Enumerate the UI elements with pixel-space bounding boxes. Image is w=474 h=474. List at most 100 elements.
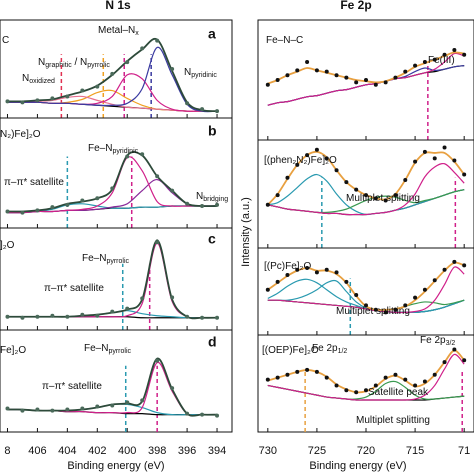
data-point: [285, 73, 290, 78]
annotation: Satellite peak: [368, 387, 429, 398]
data-point: [185, 411, 190, 416]
annotation: Metal–Nx: [98, 25, 139, 37]
data-point: [35, 314, 40, 319]
annotation-text: Fe(III): [428, 55, 455, 66]
data-point: [452, 158, 457, 163]
annotation-text: Fe–N: [84, 343, 108, 354]
data-point: [422, 60, 427, 64]
annotation-text: π–π* satellite: [4, 177, 64, 188]
annotation-text: ]₂O: [0, 240, 15, 251]
data-point: [5, 209, 10, 214]
data-point: [170, 188, 175, 193]
data-point: [185, 314, 190, 319]
data-point: [5, 99, 10, 104]
column-title: Fe 2p: [340, 0, 371, 12]
annotation: π–π* satellite: [44, 283, 104, 294]
annotation: N₂)Fe]₂O: [0, 129, 41, 140]
y-axis-label: Intensity (a.u.): [240, 197, 252, 267]
spectrum-curve: [267, 353, 465, 401]
data-point: [324, 267, 329, 272]
data-point: [442, 360, 447, 365]
data-point: [403, 377, 408, 382]
data-point: [170, 295, 175, 300]
data-point: [324, 375, 329, 380]
data-point: [20, 315, 25, 320]
annotation: Fe(III): [428, 55, 455, 66]
data-point: [155, 174, 160, 179]
data-point: [422, 287, 427, 292]
data-point: [275, 279, 280, 284]
x-axis-label: Binding energy (eV): [67, 460, 164, 472]
spectrum-curve: [7, 362, 218, 417]
data-point: [80, 88, 85, 93]
data-point: [442, 52, 447, 57]
data-point: [265, 202, 270, 207]
panel-letter: b: [208, 123, 217, 139]
annotation-subscript: 1/2: [338, 348, 348, 355]
data-point: [305, 266, 310, 271]
data-point: [462, 263, 467, 268]
data-point: [140, 152, 145, 157]
annotation: Fe]₂O: [0, 345, 26, 356]
data-point: [452, 259, 457, 264]
data-point: [200, 315, 205, 320]
annotation-subscript: pyridinic: [191, 72, 217, 79]
panel-letter: a: [208, 26, 216, 42]
data-point: [344, 388, 349, 393]
data-point: [295, 369, 300, 374]
data-point: [35, 407, 40, 412]
annotation-text: [(phen₂N₂)Fe]₂O: [264, 155, 337, 166]
data-point: [275, 375, 280, 380]
data-point: [170, 67, 175, 71]
annotation-text: Multiplet splitting: [346, 193, 420, 204]
data-point: [95, 313, 100, 318]
data-point: [364, 193, 368, 198]
annotation: Noxidized: [22, 73, 55, 85]
data-point: [295, 68, 300, 73]
data-point: [185, 201, 190, 206]
data-point: [432, 57, 437, 62]
data-point: [334, 73, 339, 78]
data-point: [383, 80, 388, 85]
data-point: [452, 347, 457, 352]
annotation-text: Fe–N: [82, 253, 106, 264]
annotation: [(Pc)Fe]₂O: [264, 261, 311, 272]
annotation-text: N: [196, 191, 203, 202]
annotation: Fe 2p1/2: [312, 343, 347, 355]
data-point: [383, 310, 388, 315]
x-tick-label: 400: [118, 445, 136, 457]
data-point: [305, 367, 310, 372]
data-point: [373, 383, 378, 388]
data-point: [110, 186, 115, 191]
annotation: Fe–Npyridinic: [88, 143, 139, 155]
spectrum-curve: [267, 384, 465, 401]
data-point: [275, 78, 280, 82]
spectrum-curve: [7, 242, 218, 319]
data-point: [110, 71, 115, 76]
annotation-text: N: [38, 57, 45, 68]
x-tick-label: 394: [208, 445, 226, 457]
data-point: [403, 177, 408, 182]
spectrum-curve: [267, 266, 465, 314]
annotation: Nbridging: [196, 191, 228, 203]
x-tick-label: 8: [4, 445, 10, 457]
data-point: [354, 292, 359, 297]
data-point: [285, 175, 290, 180]
data-point: [422, 379, 427, 384]
data-point: [215, 413, 220, 418]
data-point: [155, 38, 160, 43]
data-point: [65, 407, 70, 412]
data-point: [200, 107, 205, 112]
x-tick-label: 402: [88, 445, 106, 457]
x-tick-label: 406: [28, 445, 46, 457]
annotation: C: [2, 35, 9, 46]
annotation-text: π–π* satellite: [42, 381, 102, 392]
annotation-text: Fe–N: [88, 143, 112, 154]
annotation-text: N₂)Fe]₂O: [0, 129, 41, 140]
data-point: [334, 168, 339, 173]
data-point: [403, 69, 408, 74]
annotation-text: [(OEP)Fe]₂O: [262, 345, 319, 356]
data-point: [324, 156, 329, 161]
data-point: [110, 403, 115, 408]
annotation-text: Metal–N: [98, 25, 135, 36]
